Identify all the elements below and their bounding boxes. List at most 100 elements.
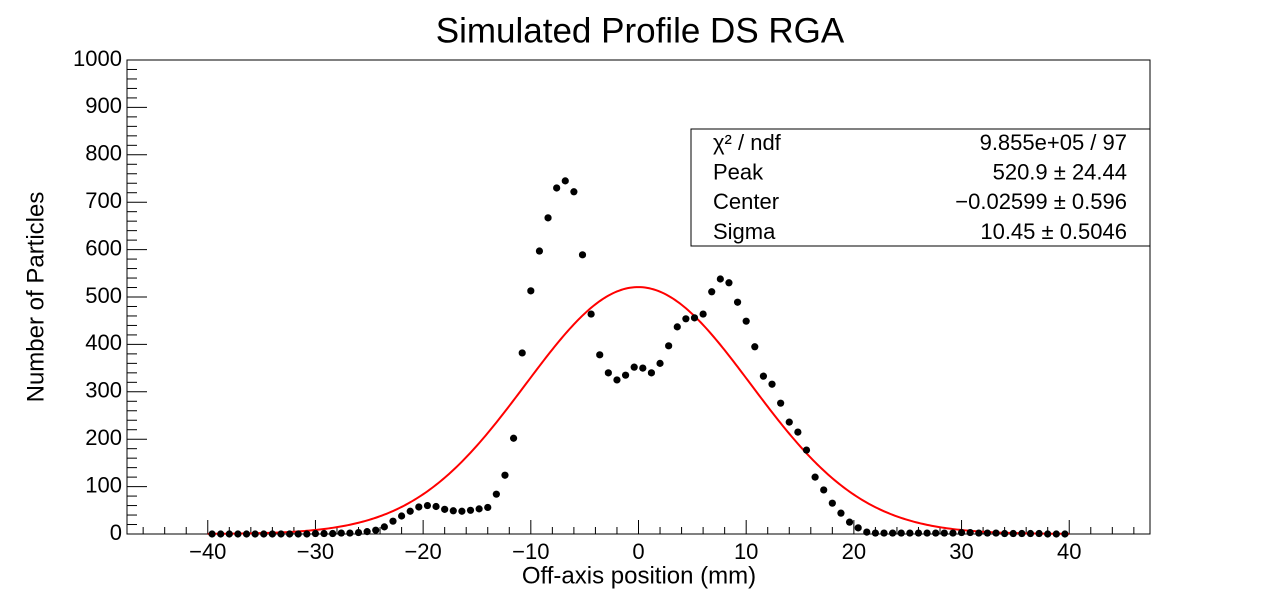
y-tick-label: 300 [85, 378, 122, 403]
data-point [242, 530, 251, 538]
y-tick-label: 700 [85, 188, 122, 213]
chart-title: Simulated Profile DS RGA [436, 11, 845, 50]
data-point [699, 310, 707, 318]
data-point [303, 530, 311, 538]
data-point [423, 501, 432, 510]
data-point [492, 490, 500, 498]
data-point [260, 530, 268, 538]
data-point [570, 188, 578, 196]
data-point [596, 351, 604, 359]
fit-curve [207, 286, 1070, 535]
data-point [673, 323, 681, 331]
data-point [794, 428, 802, 436]
x-tick-label: −40 [189, 539, 226, 564]
y-tick-label: 200 [85, 425, 122, 450]
x-tick-label: 0 [632, 539, 644, 564]
y-tick-label: 800 [85, 141, 122, 166]
data-point [535, 247, 544, 255]
data-point [329, 529, 337, 538]
data-point [837, 509, 845, 517]
data-point [354, 528, 363, 537]
data-point [1061, 530, 1069, 538]
data-point [863, 528, 871, 536]
data-point [397, 512, 406, 520]
stats-box [690, 128, 1151, 247]
data-point [441, 505, 449, 513]
data-point [957, 528, 966, 537]
data-point [854, 524, 862, 532]
data-point [802, 446, 811, 454]
x-tick-label: 40 [1057, 539, 1081, 564]
data-point [871, 529, 880, 537]
x-tick-label: 20 [842, 539, 866, 564]
data-point [389, 517, 397, 525]
data-point [725, 279, 733, 287]
data-point [466, 506, 475, 514]
data-point [415, 503, 423, 511]
data-point [604, 369, 612, 377]
data-point [785, 418, 793, 426]
data-point [690, 314, 699, 322]
data-point [768, 380, 776, 388]
data-point [346, 529, 354, 537]
y-tick-label: 1000 [73, 46, 122, 71]
data-point [880, 529, 888, 537]
data-point [613, 376, 621, 384]
data-point [716, 275, 724, 283]
stats-label: χ² / ndf [713, 130, 782, 155]
data-point [320, 529, 328, 538]
stats-label: Center [713, 189, 779, 214]
stats-value: 520.9 ± 24.44 [993, 160, 1127, 185]
data-point [561, 177, 569, 185]
data-point [217, 530, 225, 538]
y-axis-label: Number of Particles [22, 192, 49, 403]
data-point [251, 530, 259, 538]
data-point [914, 529, 923, 537]
data-point [975, 529, 983, 537]
data-point [1026, 529, 1035, 538]
data-point [234, 530, 242, 538]
data-point [527, 287, 535, 295]
data-point [449, 507, 457, 515]
data-point [733, 298, 742, 306]
data-point [647, 369, 656, 377]
y-tick-label: 0 [110, 520, 122, 545]
data-point [587, 310, 595, 318]
y-tick-label: 900 [85, 93, 122, 118]
stats-value: −0.02599 ± 0.596 [955, 189, 1127, 214]
data-point [656, 359, 664, 367]
data-point [665, 342, 673, 350]
y-tick-label: 500 [85, 283, 122, 308]
data-point [1035, 529, 1043, 538]
y-tick-label: 400 [85, 330, 122, 355]
data-point [578, 251, 587, 259]
data-point [828, 499, 836, 507]
data-point [621, 371, 630, 379]
stats-value: 9.855e+05 / 97 [980, 130, 1127, 155]
data-point [949, 529, 957, 537]
data-point [639, 364, 647, 372]
data-point [363, 528, 371, 536]
stats-label: Sigma [713, 219, 776, 244]
data-point [742, 317, 750, 325]
x-tick-label: 30 [949, 539, 973, 564]
data-point [897, 529, 905, 537]
data-point [501, 471, 509, 479]
data-point [940, 529, 948, 537]
data-point [518, 349, 526, 357]
data-point [225, 530, 233, 538]
data-point [475, 505, 483, 513]
y-tick-label: 600 [85, 235, 122, 260]
data-point [932, 529, 940, 537]
data-point [544, 214, 552, 222]
data-point [277, 530, 285, 538]
stats-value: 10.45 ± 0.5046 [980, 219, 1127, 244]
data-point [708, 288, 716, 296]
data-point [820, 486, 828, 494]
data-point [372, 526, 380, 534]
data-point [630, 363, 638, 371]
data-point [1009, 529, 1017, 538]
data-point [208, 530, 216, 538]
